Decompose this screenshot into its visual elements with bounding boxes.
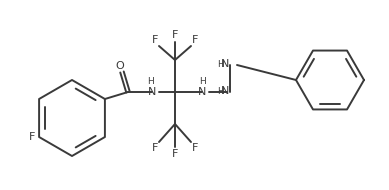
Text: N: N xyxy=(221,59,229,69)
Text: N: N xyxy=(198,87,206,97)
Text: N: N xyxy=(148,87,156,97)
Text: F: F xyxy=(152,143,158,153)
Text: O: O xyxy=(116,61,124,71)
Text: H: H xyxy=(217,60,224,70)
Text: F: F xyxy=(152,35,158,45)
Text: F: F xyxy=(172,149,178,159)
Text: F: F xyxy=(192,35,198,45)
Text: F: F xyxy=(172,30,178,40)
Text: H: H xyxy=(217,88,224,97)
Text: N: N xyxy=(221,86,229,96)
Text: F: F xyxy=(192,143,198,153)
Text: H: H xyxy=(200,78,207,86)
Text: F: F xyxy=(29,132,35,142)
Text: H: H xyxy=(147,78,154,86)
